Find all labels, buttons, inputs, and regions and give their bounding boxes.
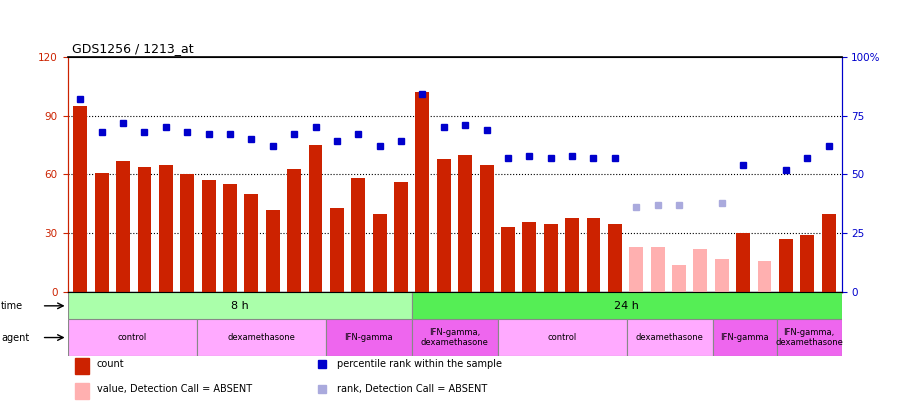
- Bar: [223, 184, 237, 292]
- Bar: [76, 358, 89, 374]
- Bar: [822, 214, 835, 292]
- Bar: [245, 194, 258, 292]
- Bar: [693, 249, 707, 292]
- Bar: [416, 92, 429, 292]
- Text: IFN-gamma: IFN-gamma: [720, 333, 770, 342]
- Bar: [736, 233, 750, 292]
- Bar: [326, 320, 411, 356]
- Bar: [608, 224, 622, 292]
- Bar: [651, 247, 664, 292]
- Bar: [458, 155, 473, 292]
- Bar: [202, 180, 216, 292]
- Bar: [351, 178, 365, 292]
- Bar: [779, 239, 793, 292]
- Text: IFN-gamma,
dexamethasone: IFN-gamma, dexamethasone: [775, 328, 843, 347]
- Text: IFN-gamma,
dexamethasone: IFN-gamma, dexamethasone: [420, 328, 489, 347]
- Bar: [713, 320, 777, 356]
- Text: value, Detection Call = ABSENT: value, Detection Call = ABSENT: [97, 384, 252, 394]
- Bar: [758, 261, 771, 292]
- Text: count: count: [97, 359, 124, 369]
- Text: percentile rank within the sample: percentile rank within the sample: [337, 359, 502, 369]
- Bar: [309, 145, 322, 292]
- Bar: [587, 217, 600, 292]
- Bar: [159, 165, 173, 292]
- Bar: [626, 320, 713, 356]
- Bar: [800, 235, 814, 292]
- Bar: [373, 214, 387, 292]
- Bar: [138, 166, 151, 292]
- Text: dexamethasone: dexamethasone: [635, 333, 704, 342]
- Text: control: control: [547, 333, 577, 342]
- Bar: [629, 247, 643, 292]
- Bar: [411, 320, 498, 356]
- Bar: [74, 106, 87, 292]
- Bar: [116, 161, 130, 292]
- Bar: [777, 320, 842, 356]
- Bar: [76, 383, 89, 399]
- Text: 8 h: 8 h: [230, 301, 248, 311]
- Bar: [498, 320, 626, 356]
- Bar: [565, 217, 579, 292]
- Bar: [672, 265, 686, 292]
- Bar: [715, 259, 729, 292]
- Bar: [436, 159, 451, 292]
- Text: control: control: [117, 333, 147, 342]
- Text: IFN-gamma: IFN-gamma: [344, 333, 392, 342]
- Text: time: time: [1, 301, 23, 311]
- Bar: [522, 222, 536, 292]
- Bar: [480, 165, 493, 292]
- Text: agent: agent: [1, 333, 29, 343]
- Text: GDS1256 / 1213_at: GDS1256 / 1213_at: [72, 42, 194, 55]
- Bar: [330, 208, 344, 292]
- Bar: [180, 175, 194, 292]
- Bar: [394, 182, 408, 292]
- Bar: [287, 168, 302, 292]
- Bar: [196, 320, 326, 356]
- Bar: [94, 173, 109, 292]
- Text: 24 h: 24 h: [614, 301, 639, 311]
- Text: dexamethasone: dexamethasone: [227, 333, 295, 342]
- Bar: [544, 224, 558, 292]
- Text: rank, Detection Call = ABSENT: rank, Detection Call = ABSENT: [337, 384, 487, 394]
- Bar: [68, 320, 196, 356]
- Bar: [411, 292, 842, 320]
- Bar: [68, 292, 411, 320]
- Bar: [266, 210, 280, 292]
- Bar: [501, 228, 515, 292]
